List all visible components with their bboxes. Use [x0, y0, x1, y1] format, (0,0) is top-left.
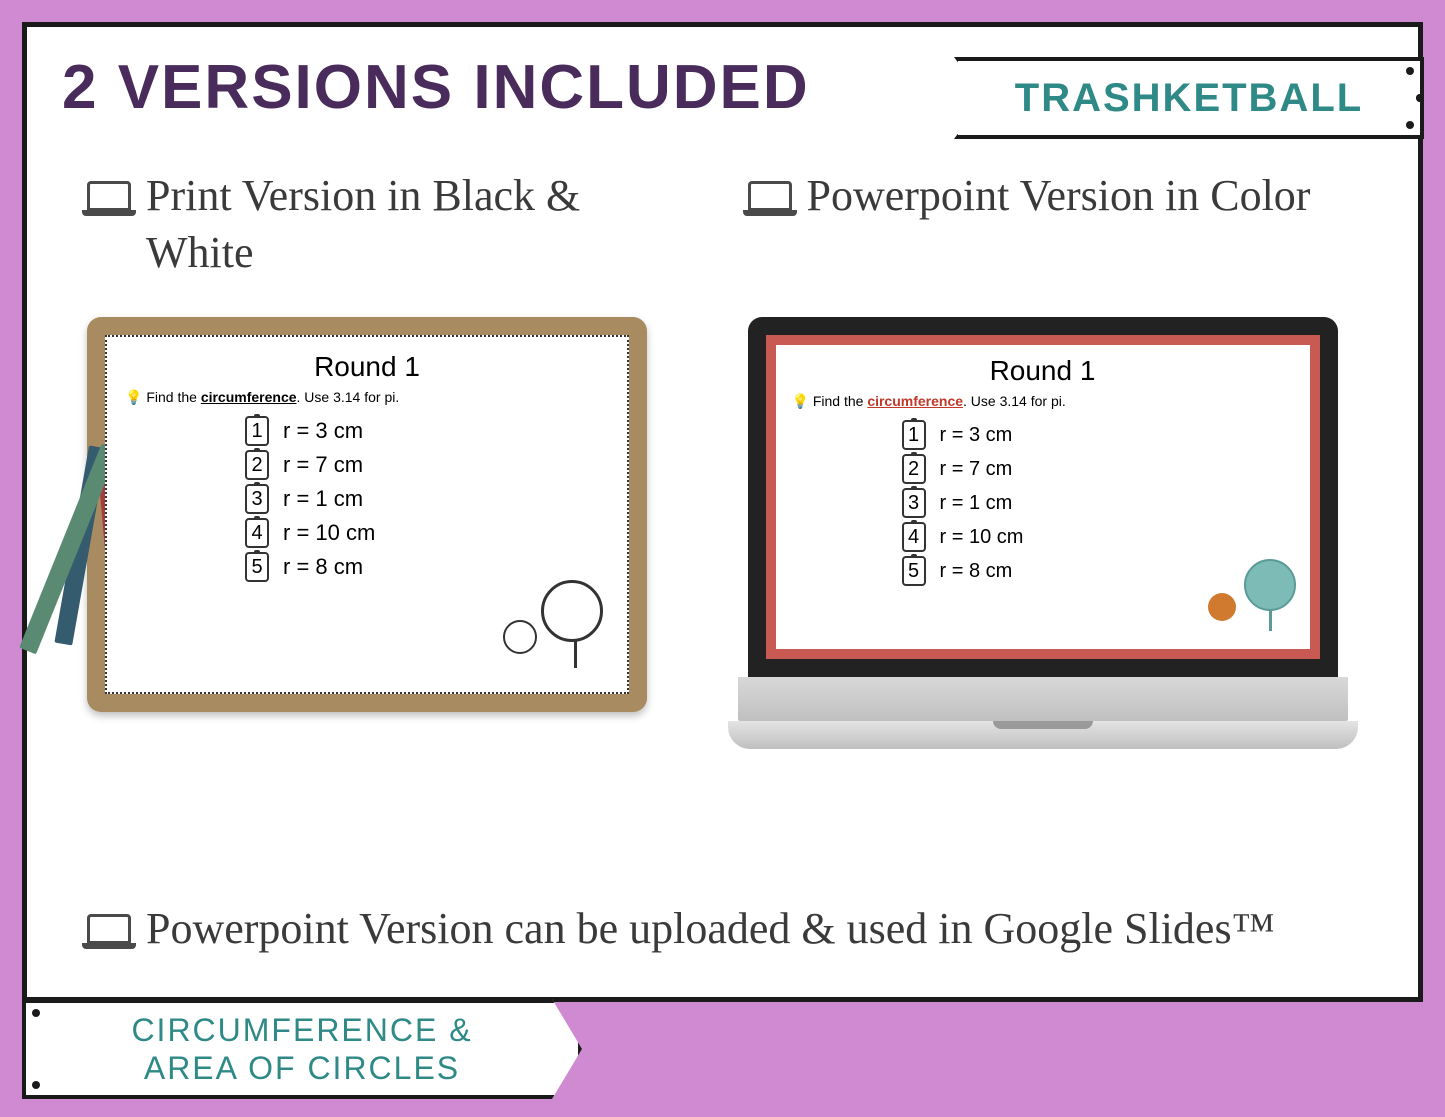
qtext: r = 8 cm	[283, 554, 363, 580]
laptop-mock: Round 1 💡 Find the circumference. Use 3.…	[748, 317, 1338, 749]
qnum: 1	[245, 416, 269, 446]
qnum: 2	[902, 454, 926, 484]
worksheet-bw: Round 1 💡 Find the circumference. Use 3.…	[105, 335, 629, 694]
qnum: 4	[902, 522, 926, 552]
dot-decor	[1406, 67, 1414, 75]
page-title: 2 VERSIONS INCLUDED	[62, 52, 810, 123]
bulb-icon: 💡	[125, 389, 142, 405]
top-badge: TRASHKETBALL	[954, 57, 1424, 139]
worksheet-instruction: 💡 Find the circumference. Use 3.14 for p…	[792, 393, 1294, 410]
qtext: r = 7 cm	[283, 452, 363, 478]
instr-suffix: . Use 3.14 for pi.	[297, 389, 400, 405]
list-item: 3 r = 1 cm	[245, 484, 609, 514]
list-item: 4 r = 10 cm	[245, 518, 609, 548]
laptop-icon	[87, 181, 131, 211]
list-item: 1 r = 3 cm	[902, 420, 1294, 450]
qtext: r = 7 cm	[940, 458, 1013, 481]
qnum: 3	[902, 488, 926, 518]
instr-keyword: circumference	[201, 389, 297, 405]
list-item: 1 r = 3 cm	[245, 416, 609, 446]
footer-note: Powerpoint Version can be uploaded & use…	[87, 900, 1358, 957]
columns: Print Version in Black & White Round 1 💡…	[87, 167, 1358, 749]
question-list: 1 r = 3 cm 2 r = 7 cm 3 r = 1 cm 4 r = 10 cm…	[245, 416, 609, 582]
qnum: 5	[902, 556, 926, 586]
qtext: r = 8 cm	[940, 560, 1013, 583]
bottom-badge-line2: AREA OF CIRCLES	[144, 1049, 460, 1087]
dot-decor	[32, 1009, 40, 1017]
qnum: 2	[245, 450, 269, 480]
qtext: r = 1 cm	[283, 486, 363, 512]
qnum: 1	[902, 420, 926, 450]
content-frame: 2 VERSIONS INCLUDED TRASHKETBALL Print V…	[22, 22, 1423, 1002]
worksheet-title: Round 1	[792, 355, 1294, 387]
qtext: r = 3 cm	[283, 418, 363, 444]
left-column: Print Version in Black & White Round 1 💡…	[87, 167, 698, 749]
laptop-icon	[87, 914, 131, 944]
instr-keyword: circumference	[867, 393, 963, 409]
character-color	[1202, 553, 1302, 643]
character-bw	[503, 572, 613, 682]
instr-suffix: . Use 3.14 for pi.	[963, 393, 1066, 409]
qtext: r = 10 cm	[283, 520, 375, 546]
list-item: 2 r = 7 cm	[902, 454, 1294, 484]
right-heading: Powerpoint Version in Color	[748, 167, 1359, 297]
qtext: r = 1 cm	[940, 492, 1013, 515]
footer-text: Powerpoint Version can be uploaded & use…	[146, 900, 1275, 957]
slide-border: Round 1 💡 Find the circumference. Use 3.…	[766, 335, 1320, 659]
instr-prefix: Find the	[813, 393, 867, 409]
dot-decor	[1406, 121, 1414, 129]
bottom-badge-line1: CIRCUMFERENCE &	[131, 1011, 472, 1049]
instr-prefix: Find the	[146, 389, 200, 405]
qnum: 5	[245, 552, 269, 582]
left-label: Print Version in Black & White	[146, 167, 698, 281]
qnum: 3	[245, 484, 269, 514]
list-item: 3 r = 1 cm	[902, 488, 1294, 518]
right-column: Powerpoint Version in Color Round 1 💡 Fi…	[748, 167, 1359, 749]
laptop-screen: Round 1 💡 Find the circumference. Use 3.…	[748, 317, 1338, 677]
left-heading: Print Version in Black & White	[87, 167, 698, 297]
right-label: Powerpoint Version in Color	[807, 167, 1311, 224]
laptop-base	[728, 721, 1358, 749]
bulb-icon: 💡	[792, 393, 809, 409]
worksheet-instruction: 💡 Find the circumference. Use 3.14 for p…	[125, 389, 609, 406]
clipboard-mock: Round 1 💡 Find the circumference. Use 3.…	[87, 317, 647, 712]
top-badge-text: TRASHKETBALL	[1015, 76, 1363, 121]
qnum: 4	[245, 518, 269, 548]
laptop-keyboard	[738, 677, 1348, 721]
list-item: 4 r = 10 cm	[902, 522, 1294, 552]
qtext: r = 10 cm	[940, 526, 1024, 549]
bottom-badge: CIRCUMFERENCE & AREA OF CIRCLES	[22, 999, 582, 1099]
worksheet-title: Round 1	[125, 351, 609, 383]
qtext: r = 3 cm	[940, 424, 1013, 447]
laptop-icon	[748, 181, 792, 211]
dot-decor	[32, 1081, 40, 1089]
worksheet-color: Round 1 💡 Find the circumference. Use 3.…	[776, 345, 1310, 649]
list-item: 2 r = 7 cm	[245, 450, 609, 480]
